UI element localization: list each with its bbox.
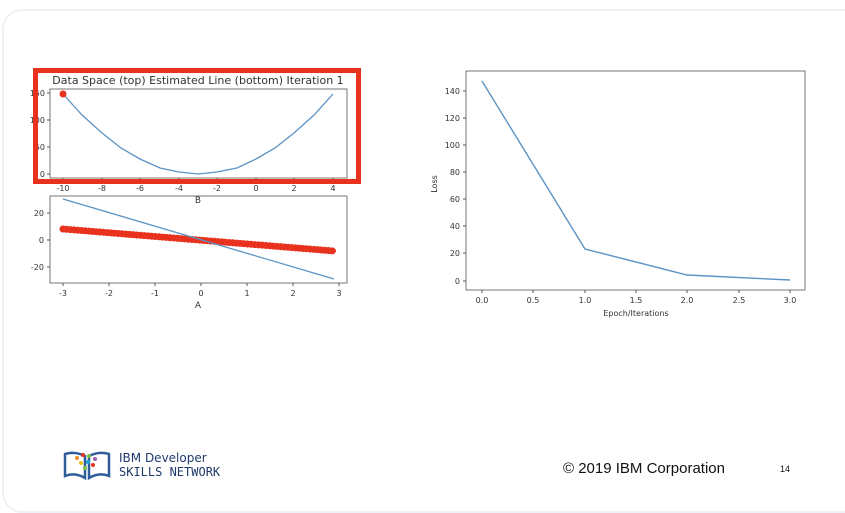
svg-text:-6: -6	[136, 184, 144, 193]
copyright-text: © 2019 IBM Corporation	[563, 460, 725, 477]
svg-text:-2: -2	[213, 184, 221, 193]
loss-x-ticks	[481, 290, 791, 293]
svg-text:50: 50	[35, 143, 45, 152]
svg-text:0: 0	[39, 236, 44, 245]
svg-text:3.0: 3.0	[784, 296, 797, 305]
chart-title: Data Space (top) Estimated Line (bottom)…	[52, 74, 343, 87]
current-parameter-point	[59, 90, 67, 98]
x-ticks-bottom	[62, 283, 340, 286]
svg-text:2: 2	[290, 289, 295, 298]
x-tick-labels-bottom: -3 -2 -1 0 1 2 3	[59, 289, 342, 298]
loss-x-tick-labels: 0.0 0.5 1.0 1.5 2.0 2.5 3.0	[476, 296, 797, 305]
svg-text:-4: -4	[175, 184, 183, 193]
svg-text:3: 3	[336, 289, 341, 298]
svg-text:0: 0	[40, 170, 45, 179]
svg-text:40: 40	[450, 222, 460, 231]
svg-text:20: 20	[34, 209, 44, 218]
plot-area	[49, 88, 348, 179]
svg-text:-20: -20	[31, 263, 44, 272]
x-axis-label-bottom: A	[195, 301, 202, 311]
svg-text:20: 20	[450, 249, 460, 258]
x-tick-labels: -10 -8 -6 -4 -2 0 2 4	[56, 184, 335, 193]
svg-text:0.0: 0.0	[476, 296, 489, 305]
svg-text:0: 0	[253, 184, 258, 193]
svg-text:0: 0	[198, 289, 203, 298]
svg-text:2: 2	[291, 184, 296, 193]
ibm-skills-network-logo: IBM Developer SKILLS NETWORK	[63, 450, 220, 480]
svg-text:100: 100	[445, 141, 460, 150]
loss-y-axis-label: Loss	[430, 175, 439, 193]
svg-text:-10: -10	[56, 184, 69, 193]
svg-text:60: 60	[450, 195, 460, 204]
svg-text:-2: -2	[105, 289, 113, 298]
svg-text:0.5: 0.5	[527, 296, 540, 305]
svg-text:1.0: 1.0	[579, 296, 592, 305]
page-number: 14	[780, 464, 791, 474]
svg-text:-3: -3	[59, 289, 67, 298]
svg-text:1: 1	[244, 289, 249, 298]
x-axis-label: B	[195, 196, 201, 206]
book-network-icon	[63, 451, 111, 480]
highlight-box	[33, 68, 361, 184]
loss-y-ticks: 140 120 100 80 60 40 20 0	[445, 87, 466, 286]
svg-text:1.5: 1.5	[630, 296, 643, 305]
svg-text:-8: -8	[98, 184, 106, 193]
svg-text:120: 120	[445, 114, 460, 123]
logo-text: IBM Developer SKILLS NETWORK	[119, 451, 221, 479]
estimated-line	[62, 198, 335, 280]
data-space-chart: Data Space (top) Estimated Line (bottom)…	[30, 70, 806, 318]
loss-x-axis-label: Epoch/Iterations	[603, 309, 668, 318]
svg-text:2.0: 2.0	[681, 296, 694, 305]
data-points-core	[61, 227, 336, 253]
loss-curve	[62, 93, 334, 175]
svg-text:80: 80	[450, 168, 460, 177]
loss-plot-area	[465, 70, 806, 291]
y-ticks-bottom: 20 0 -20	[31, 209, 50, 272]
svg-text:2.5: 2.5	[733, 296, 746, 305]
slide-frame	[2, 9, 845, 513]
svg-text:4: 4	[330, 184, 335, 193]
svg-text:0: 0	[455, 277, 460, 286]
svg-text:-1: -1	[151, 289, 159, 298]
svg-text:140: 140	[445, 87, 460, 96]
loss-line	[481, 80, 791, 281]
